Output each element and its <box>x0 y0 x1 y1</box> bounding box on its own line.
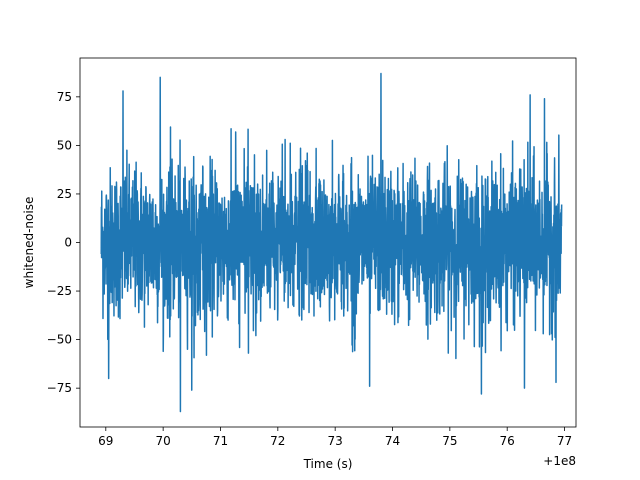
y-tick-label: 25 <box>57 187 72 201</box>
y-axis-label: whitened-noise <box>22 197 36 289</box>
y-tick-label: −25 <box>47 284 72 298</box>
x-axis: 69 70 71 72 73 74 75 76 77 <box>98 427 572 448</box>
x-tick-label: 73 <box>328 434 343 448</box>
series-line <box>100 72 563 413</box>
x-tick-label: 70 <box>156 434 171 448</box>
plot-area <box>100 72 563 413</box>
x-tick-label: 71 <box>213 434 228 448</box>
y-tick-label: −50 <box>47 333 72 347</box>
y-tick-label: −75 <box>47 381 72 395</box>
y-axis: 75 50 25 0 −25 −50 −75 <box>47 90 80 395</box>
x-tick-label: 75 <box>442 434 457 448</box>
x-tick-label: 72 <box>270 434 285 448</box>
y-tick-label: 0 <box>64 236 72 250</box>
y-tick-label: 75 <box>57 90 72 104</box>
x-tick-label: 76 <box>500 434 515 448</box>
x-tick-label: 74 <box>385 434 400 448</box>
y-tick-label: 50 <box>57 138 72 152</box>
x-tick-label: 69 <box>98 434 113 448</box>
x-axis-label: Time (s) <box>303 457 353 471</box>
x-tick-label: 77 <box>557 434 572 448</box>
x-offset-label: +1e8 <box>543 454 576 468</box>
